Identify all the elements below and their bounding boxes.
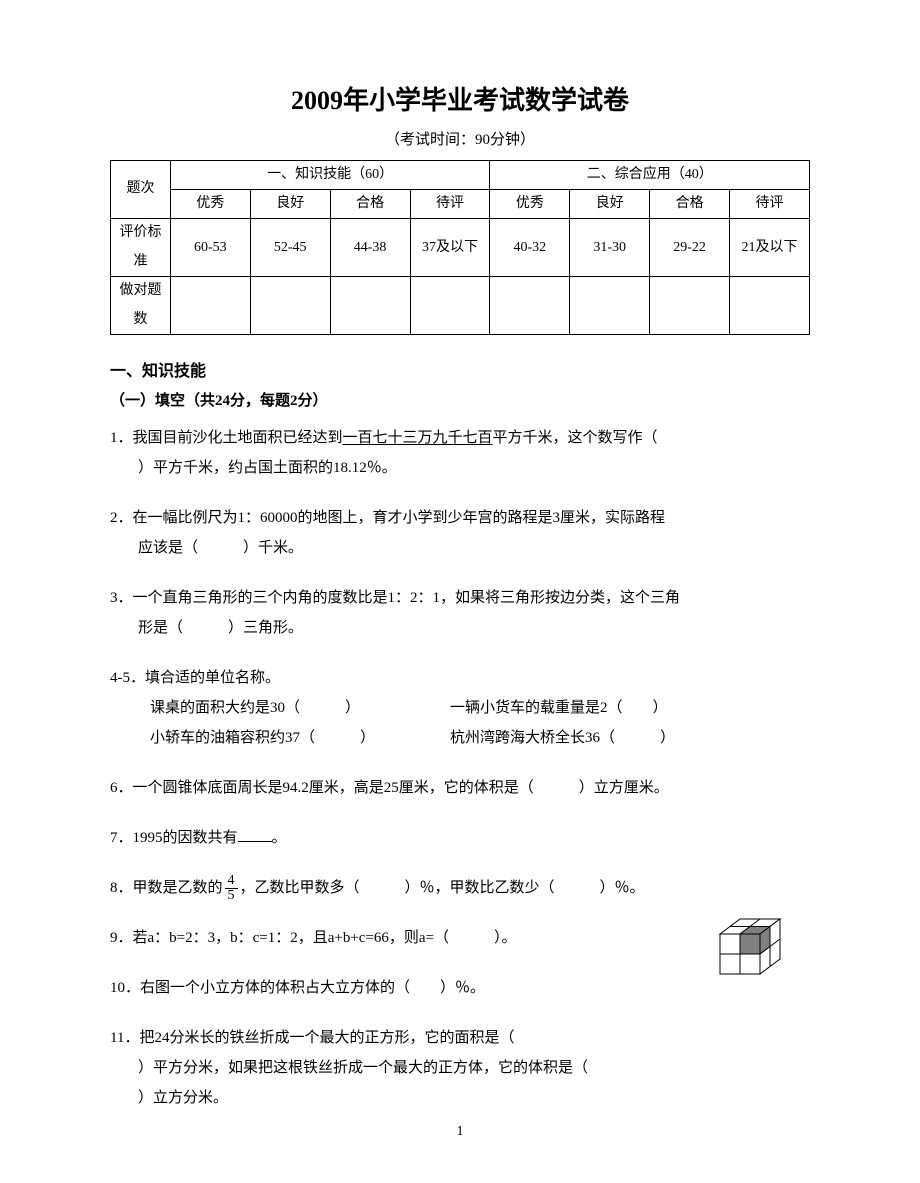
text: 3．一个直角三角形的三个内角的度数比是1：2：1，如果将三角形按边分类，这个三角	[110, 583, 810, 613]
cell-label: 准	[111, 248, 171, 277]
section-heading: 一、知识技能	[110, 359, 810, 385]
cell-label: 数	[111, 306, 171, 335]
cube-figure	[710, 914, 790, 994]
cell-label: 做对题	[111, 277, 171, 306]
text: 2．在一幅比例尺为1：60000的地图上，育才小学到少年宫的路程是3厘米，实际路…	[110, 503, 810, 533]
cell: 37及以下	[410, 219, 490, 277]
page-title: 2009年小学毕业考试数学试卷	[110, 80, 810, 122]
text: 8．甲数是乙数的	[110, 880, 223, 896]
text: 4-5．填合适的单位名称。	[110, 663, 810, 693]
text: 11．把24分米长的铁丝折成一个最大的正方形，它的面积是（	[110, 1023, 810, 1053]
question-10: 10．右图一个小立方体的体积占大立方体的（ ）％。	[110, 973, 810, 1003]
page-number: 1	[0, 1121, 920, 1143]
cell: 合格	[330, 189, 410, 218]
text: 杭州湾跨海大桥全长36（ ）	[450, 723, 750, 753]
cell: 52-45	[250, 219, 330, 277]
question-8: 8．甲数是乙数的45，乙数比甲数多（ ）％，甲数比乙数少（ ）％。	[110, 873, 810, 903]
text: ）立方分米。	[110, 1083, 810, 1113]
denominator: 5	[225, 889, 238, 903]
cell	[490, 277, 570, 335]
text: 一辆小货车的载重量是2（ ）	[450, 693, 750, 723]
text: 小轿车的油箱容积约37（ ）	[150, 723, 450, 753]
cell	[730, 277, 810, 335]
question-11: 11．把24分米长的铁丝折成一个最大的正方形，它的面积是（ ）平方分米，如果把这…	[110, 1023, 810, 1113]
cell-section2: 二、综合应用（40）	[490, 160, 810, 189]
table-row: 做对题	[111, 277, 810, 306]
cell: 待评	[730, 189, 810, 218]
cell: 待评	[410, 189, 490, 218]
text: ）平方分米，如果把这根铁丝折成一个最大的正方体，它的体积是（	[110, 1053, 810, 1083]
question-4-5: 4-5．填合适的单位名称。 课桌的面积大约是30（ ） 一辆小货车的载重量是2（…	[110, 663, 810, 753]
blank	[238, 827, 272, 842]
text: 平方千米，这个数写作（	[493, 430, 658, 446]
cell: 29-22	[650, 219, 730, 277]
cell-section1: 一、知识技能（60）	[170, 160, 490, 189]
table-row: 优秀 良好 合格 待评 优秀 良好 合格 待评	[111, 189, 810, 218]
question-6: 6．一个圆锥体底面周长是94.2厘米，高是25厘米，它的体积是（ ）立方厘米。	[110, 773, 810, 803]
cell	[330, 277, 410, 335]
cell-label: 评价标	[111, 219, 171, 248]
table-row: 评价标 60-53 52-45 44-38 37及以下 40-32 31-30 …	[111, 219, 810, 248]
underlined-text: 一百七十三万九千七百	[343, 430, 493, 446]
cell: 60-53	[170, 219, 250, 277]
cell-tici: 题次	[111, 160, 171, 219]
question-9: 9．若a：b=2：3，b：c=1：2，且a+b+c=66，则a=（ ）。	[110, 923, 810, 953]
cell: 优秀	[170, 189, 250, 218]
cell: 优秀	[490, 189, 570, 218]
text: 应该是（ ）千米。	[110, 533, 810, 563]
cell: 31-30	[570, 219, 650, 277]
score-table: 题次 一、知识技能（60） 二、综合应用（40） 优秀 良好 合格 待评 优秀 …	[110, 160, 810, 335]
table-row: 题次 一、知识技能（60） 二、综合应用（40）	[111, 160, 810, 189]
text: 课桌的面积大约是30（ ）	[150, 693, 450, 723]
cell: 合格	[650, 189, 730, 218]
cell	[250, 277, 330, 335]
cell: 44-38	[330, 219, 410, 277]
cell	[650, 277, 730, 335]
numerator: 4	[225, 874, 238, 889]
subsection-heading: （一）填空（共24分，每题2分）	[110, 389, 810, 413]
question-3: 3．一个直角三角形的三个内角的度数比是1：2：1，如果将三角形按边分类，这个三角…	[110, 583, 810, 643]
subtitle: （考试时间：90分钟）	[110, 128, 810, 152]
text: ）平方千米，约占国土面积的18.12％。	[110, 453, 810, 483]
cell: 良好	[570, 189, 650, 218]
cell	[410, 277, 490, 335]
text: ，乙数比甲数多（ ）％，甲数比乙数少（ ）％。	[240, 880, 645, 896]
cell: 40-32	[490, 219, 570, 277]
cell: 21及以下	[730, 219, 810, 277]
cell	[570, 277, 650, 335]
cell	[170, 277, 250, 335]
question-2: 2．在一幅比例尺为1：60000的地图上，育才小学到少年宫的路程是3厘米，实际路…	[110, 503, 810, 563]
question-7: 7．1995的因数共有 。	[110, 823, 810, 853]
text: 1．我国目前沙化土地面积已经达到	[110, 430, 343, 446]
fraction: 45	[225, 874, 238, 903]
cell: 良好	[250, 189, 330, 218]
text: 7．1995的因数共有	[110, 830, 238, 846]
text: 形是（ ）三角形。	[110, 613, 810, 643]
question-1: 1．我国目前沙化土地面积已经达到一百七十三万九千七百平方千米，这个数写作（ ）平…	[110, 423, 810, 483]
text: 。	[272, 830, 287, 846]
